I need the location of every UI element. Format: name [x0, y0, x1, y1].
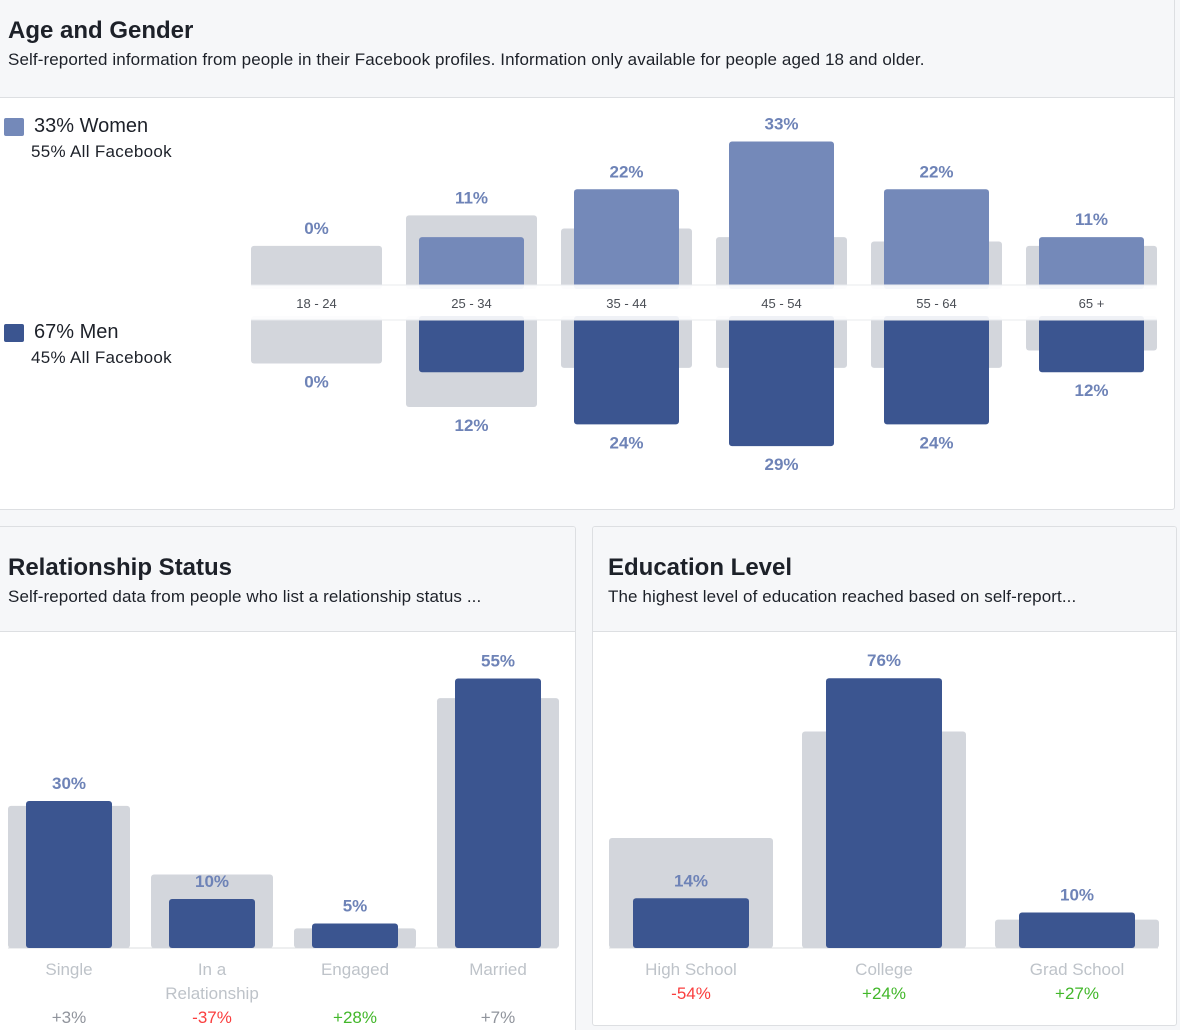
value-label-men-25-34: 12%	[454, 416, 488, 435]
value-label-men-45-54: 29%	[764, 455, 798, 474]
education-diff-high-school: -54%	[671, 984, 711, 1003]
relationship-category-married: Married	[469, 960, 527, 979]
relationship-diff-married: +7%	[481, 1008, 516, 1027]
education-value-label-high-school: 14%	[674, 871, 708, 890]
education-bar-grad-school	[1019, 912, 1135, 948]
education-category-grad-school: Grad School	[1030, 960, 1125, 979]
education-category-college: College	[855, 960, 913, 979]
relationship-value-label-single: 30%	[52, 774, 86, 793]
value-label-women-55-64: 22%	[919, 162, 953, 181]
education-header: Education Level The highest level of edu…	[593, 527, 1176, 632]
education-diff-college: +24%	[862, 984, 906, 1003]
bar-women-55-64	[884, 189, 989, 289]
value-label-women-45-54: 33%	[764, 114, 798, 133]
bar-men-35-44	[574, 316, 679, 425]
men-all-facebook: 45% All Facebook	[31, 348, 172, 367]
age-gender-header: Age and Gender Self-reported information…	[0, 0, 1174, 98]
age-tick-label-65: 65 +	[1079, 296, 1105, 311]
bar-women-65	[1039, 237, 1144, 289]
bar-men-45-54	[729, 316, 834, 447]
baseline-bar-women-18-24	[251, 245, 382, 289]
relationship-diff-engaged: +28%	[333, 1008, 377, 1027]
relationship-category-single: Single	[45, 960, 92, 979]
relationship-value-label-engaged: 5%	[343, 897, 368, 916]
relationship-diff-in-a-relationship: -37%	[192, 1008, 232, 1027]
value-label-women-18-24: 0%	[304, 219, 329, 238]
age-tick-label-18-24: 18 - 24	[296, 296, 336, 311]
education-bar-college	[826, 678, 942, 948]
women-swatch	[4, 117, 24, 136]
relationship-value-label-in-a-relationship: 10%	[195, 872, 229, 891]
legend-women: 33% Women 55% All Facebook	[4, 115, 172, 162]
men-swatch	[4, 323, 24, 342]
education-bar-high-school	[633, 898, 749, 948]
relationship-header: Relationship Status Self-reported data f…	[0, 527, 575, 632]
men-label: 67% Men	[34, 321, 119, 343]
age-tick-label-25-34: 25 - 34	[451, 296, 491, 311]
relationship-bar-in-a-relationship	[169, 899, 255, 948]
education-value-label-college: 76%	[867, 651, 901, 670]
value-label-men-65: 12%	[1074, 381, 1108, 400]
age-gender-title: Age and Gender	[8, 17, 194, 44]
bar-men-25-34	[419, 316, 524, 373]
value-label-women-35-44: 22%	[609, 162, 643, 181]
baseline-bar-men-18-24	[251, 316, 382, 364]
bar-women-35-44	[574, 189, 679, 289]
relationship-category-in-a-relationship-line2: Relationship	[165, 984, 259, 1003]
education-value-label-grad-school: 10%	[1060, 886, 1094, 905]
relationship-bar-engaged	[312, 923, 398, 948]
relationship-title: Relationship Status	[8, 554, 233, 581]
bar-women-25-34	[419, 237, 524, 289]
value-label-women-25-34: 11%	[455, 188, 488, 207]
relationship-bar-single	[26, 801, 112, 948]
relationship-bar-married	[455, 678, 541, 948]
education-category-high-school: High School	[645, 960, 737, 979]
age-tick-label-35-44: 35 - 44	[606, 296, 646, 311]
value-label-men-55-64: 24%	[919, 433, 953, 452]
age-tick-label-55-64: 55 - 64	[916, 296, 956, 311]
education-diff-grad-school: +27%	[1055, 984, 1099, 1003]
legend-men: 67% Men 45% All Facebook	[4, 321, 172, 368]
bar-men-65	[1039, 316, 1144, 373]
women-all-facebook: 55% All Facebook	[31, 142, 172, 161]
relationship-value-label-married: 55%	[481, 652, 515, 671]
women-label: 33% Women	[34, 115, 149, 137]
age-axis-overlay	[251, 285, 1157, 320]
relationship-category-in-a-relationship-line1: In a	[198, 960, 227, 979]
bar-men-55-64	[884, 316, 989, 425]
value-label-men-18-24: 0%	[304, 373, 329, 392]
age-tick-label-45-54: 45 - 54	[761, 296, 801, 311]
bar-women-45-54	[729, 141, 834, 289]
relationship-category-engaged: Engaged	[321, 960, 389, 979]
value-label-women-65: 11%	[1075, 210, 1108, 229]
value-label-men-35-44: 24%	[609, 433, 643, 452]
education-title: Education Level	[608, 554, 793, 581]
relationship-diff-single: +3%	[52, 1008, 87, 1027]
